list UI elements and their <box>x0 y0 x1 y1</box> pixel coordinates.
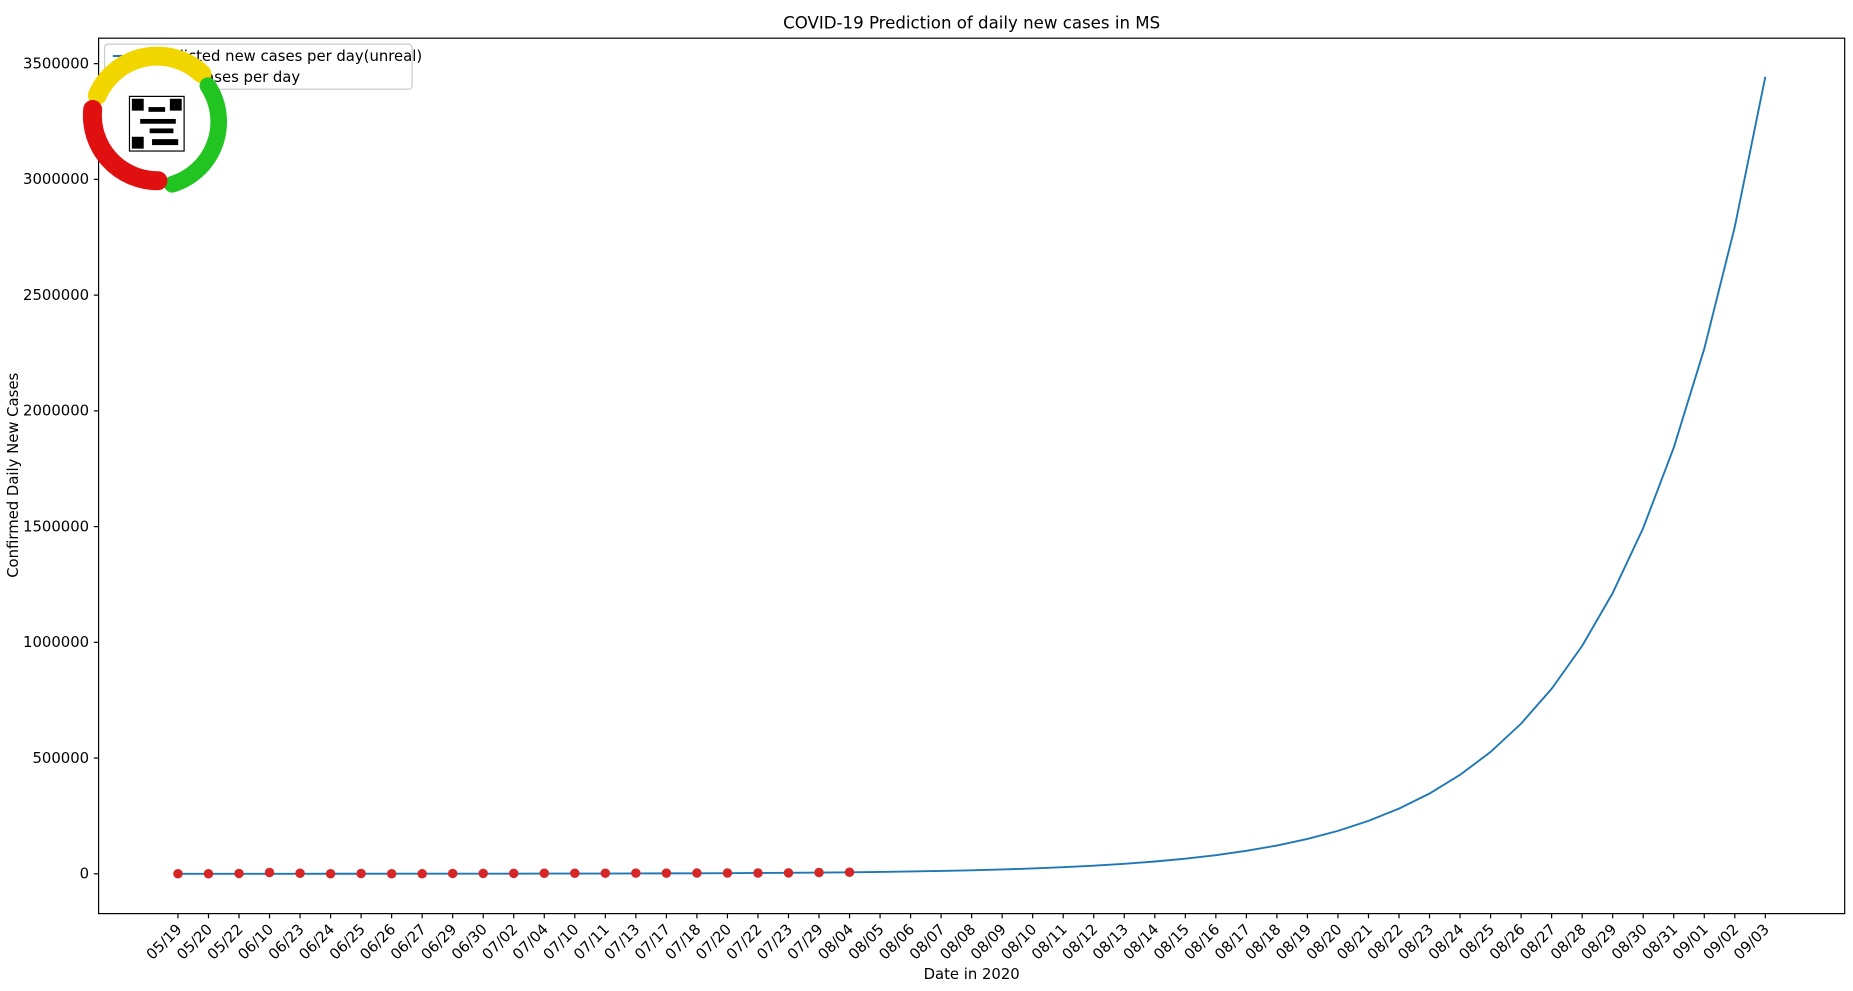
data-point <box>386 869 397 879</box>
data-point <box>692 868 702 878</box>
data-point <box>203 869 214 879</box>
logo-arc-yellow <box>87 46 212 105</box>
data-point <box>570 868 580 878</box>
data-point <box>234 868 244 879</box>
logo-qr-dots <box>149 128 174 134</box>
logo-qr-dots <box>140 118 176 124</box>
legend-label: Predicted new cases per day(unreal) <box>151 48 422 65</box>
data-point <box>295 868 305 878</box>
x-tick-label: 09/03 <box>1731 921 1773 963</box>
data-point <box>844 867 855 877</box>
data-point <box>539 868 550 879</box>
x-axis-label: Date in 2020 <box>924 966 1020 983</box>
data-point <box>264 867 275 878</box>
logo <box>82 46 228 193</box>
data-point <box>478 868 488 879</box>
data-point <box>783 868 794 878</box>
data-point <box>508 868 519 879</box>
logo-qr-corner <box>169 98 182 111</box>
logo-qr-corner <box>131 136 144 149</box>
plot-frame <box>97 37 1846 915</box>
y-tick-label: 1000000 <box>23 634 89 651</box>
y-tick-label: 500000 <box>32 750 89 767</box>
y-tick-label: 3000000 <box>23 171 89 188</box>
logo-arc-red <box>82 99 168 191</box>
logo-arc-green <box>163 77 228 193</box>
series-line <box>177 76 1767 875</box>
data-point <box>722 868 733 878</box>
data-point <box>356 868 366 879</box>
data-point <box>173 869 183 879</box>
y-tick-label: 3500000 <box>23 55 89 72</box>
data-point <box>753 868 763 878</box>
y-tick-label: 2500000 <box>23 287 89 304</box>
chart-title: COVID-19 Prediction of daily new cases i… <box>783 14 1160 33</box>
data-point <box>814 867 824 878</box>
data-point <box>417 868 427 879</box>
data-point <box>325 868 336 879</box>
logo-qr-dots <box>148 107 166 112</box>
y-tick-label: 0 <box>80 866 89 883</box>
logo-qr-corner <box>131 98 144 111</box>
data-point <box>631 868 641 878</box>
y-tick-label: 1500000 <box>23 518 89 535</box>
marks: 0 500000 1000000 1500000 2000000 2500000 30000… <box>23 55 1773 963</box>
data-point <box>447 868 458 879</box>
data-point <box>600 868 611 878</box>
data-point <box>661 868 672 878</box>
y-axis-label: Confirmed Daily New Cases <box>5 373 22 578</box>
logo-qr-dots <box>152 139 179 146</box>
y-tick-label: 2000000 <box>23 403 89 420</box>
